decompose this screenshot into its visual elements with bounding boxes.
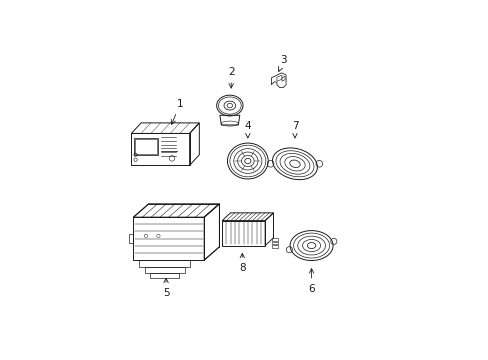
Text: 6: 6 bbox=[307, 269, 314, 293]
Text: 5: 5 bbox=[163, 278, 169, 298]
Text: 1: 1 bbox=[171, 99, 183, 124]
Text: 2: 2 bbox=[227, 67, 234, 88]
Text: 8: 8 bbox=[239, 253, 245, 273]
Text: 3: 3 bbox=[278, 55, 286, 71]
Text: 4: 4 bbox=[244, 121, 251, 138]
Text: 7: 7 bbox=[291, 121, 298, 138]
